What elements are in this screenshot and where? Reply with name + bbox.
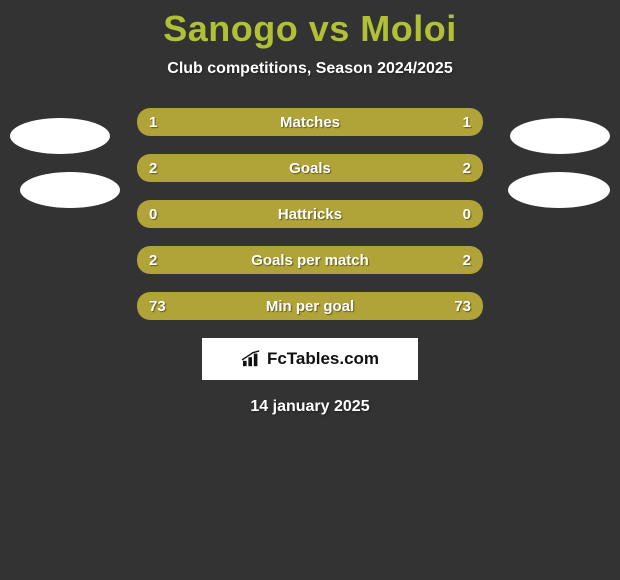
player-left-avatar-1: [10, 118, 110, 154]
stat-value-right: 1: [463, 108, 471, 136]
stat-row-hattricks: 0 Hattricks 0: [137, 200, 483, 228]
stat-label: Goals: [137, 154, 483, 182]
stat-value-right: 2: [463, 246, 471, 274]
stat-row-min-per-goal: 73 Min per goal 73: [137, 292, 483, 320]
player-right-avatar-1: [510, 118, 610, 154]
player-left-avatar-2: [20, 172, 120, 208]
stats-container: 1 Matches 1 2 Goals 2 0 Hattricks 0 2 Go…: [137, 108, 483, 320]
stat-label: Matches: [137, 108, 483, 136]
page-title: Sanogo vs Moloi: [0, 0, 620, 50]
bar-chart-icon: [241, 350, 263, 368]
stat-row-matches: 1 Matches 1: [137, 108, 483, 136]
stat-value-right: 2: [463, 154, 471, 182]
brand-text: FcTables.com: [267, 349, 379, 369]
date-stamp: 14 january 2025: [0, 398, 620, 416]
stat-value-right: 0: [463, 200, 471, 228]
stat-label: Hattricks: [137, 200, 483, 228]
subtitle: Club competitions, Season 2024/2025: [0, 60, 620, 78]
stat-row-goals: 2 Goals 2: [137, 154, 483, 182]
brand-badge: FcTables.com: [202, 338, 418, 380]
stat-label: Min per goal: [137, 292, 483, 320]
stat-row-goals-per-match: 2 Goals per match 2: [137, 246, 483, 274]
stat-label: Goals per match: [137, 246, 483, 274]
stat-value-right: 73: [454, 292, 471, 320]
player-right-avatar-2: [508, 172, 610, 208]
